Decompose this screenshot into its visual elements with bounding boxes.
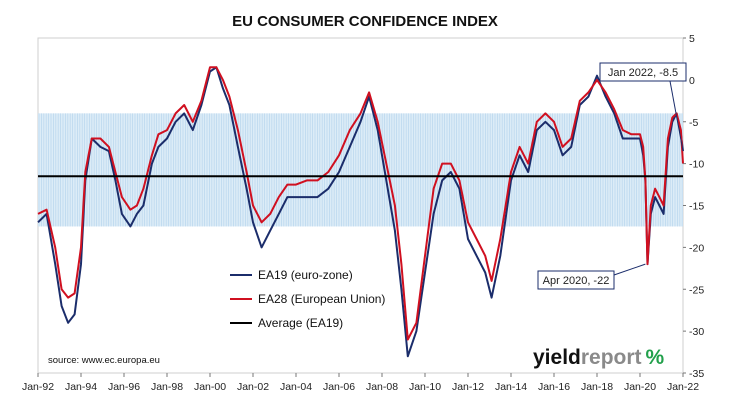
x-tick-label: Jan-22 [667,381,699,393]
callout-jan2022-text: Jan 2022, -8.5 [608,67,678,79]
x-tick-label: Jan-16 [538,381,570,393]
x-tick-label: Jan-00 [194,381,226,393]
y-tick-label: -30 [689,326,704,338]
y-tick-label: 0 [689,75,695,87]
x-tick-label: Jan-02 [237,381,269,393]
x-tick-label: Jan-98 [151,381,183,393]
y-tick-label: -35 [689,368,704,380]
chart-title: EU CONSUMER CONFIDENCE INDEX [232,13,498,30]
y-tick-label: 5 [689,33,695,45]
x-tick-label: Jan-10 [409,381,441,393]
y-tick-label: -20 [689,242,704,254]
legend-label-ea28: EA28 (European Union) [258,292,385,306]
x-tick-label: Jan-06 [323,381,355,393]
x-tick-label: Jan-92 [22,381,54,393]
callout-apr2020: Apr 2020, -22 [537,263,646,290]
x-tick-label: Jan-18 [581,381,613,393]
y-tick-label: -10 [689,159,704,171]
x-tick-label: Jan-12 [452,381,484,393]
x-tick-label: Jan-04 [280,381,312,393]
callout-jan2022-leader [669,80,684,152]
series-line-ea19 [37,66,684,358]
legend-label-average: Average (EA19) [258,316,343,330]
x-tick-label: Jan-20 [624,381,656,393]
y-tick-label: -5 [689,117,698,129]
x-tick-label: Jan-14 [495,381,527,393]
x-tick-label: Jan-94 [65,381,97,393]
callout-jan2022-box [599,62,687,82]
callout-apr2020-text: Apr 2020, -22 [543,275,610,287]
brand-wordmark: yieldreport% [533,346,665,369]
legend: EA19 (euro-zone) EA28 (European Union) A… [230,268,385,330]
x-axis: Jan-92 Jan-94 Jan-96 Jan-98 Jan-00 Jan-02 Jan-… [22,373,699,393]
y-tick-label: -25 [689,284,704,296]
annotations: Jan 2022, -8.5 Apr 2020, -22 [537,62,687,290]
callout-jan2022: Jan 2022, -8.5 [599,62,687,152]
series-line-ea28 [37,66,684,341]
callout-apr2020-box [537,270,615,290]
y-tick-label: -15 [689,201,704,213]
legend-label-ea19: EA19 (euro-zone) [258,268,353,282]
x-tick-label: Jan-08 [366,381,398,393]
callout-apr2020-leader [613,263,646,276]
y-axis: 5 0 -5 -10 -15 -20 -25 -30 -35 [683,33,704,380]
x-tick-label: Jan-96 [108,381,140,393]
brand-logo: yieldreport% [533,346,665,369]
plot-area [37,37,684,374]
source-note: source: www.ec.europa.eu [48,355,160,366]
